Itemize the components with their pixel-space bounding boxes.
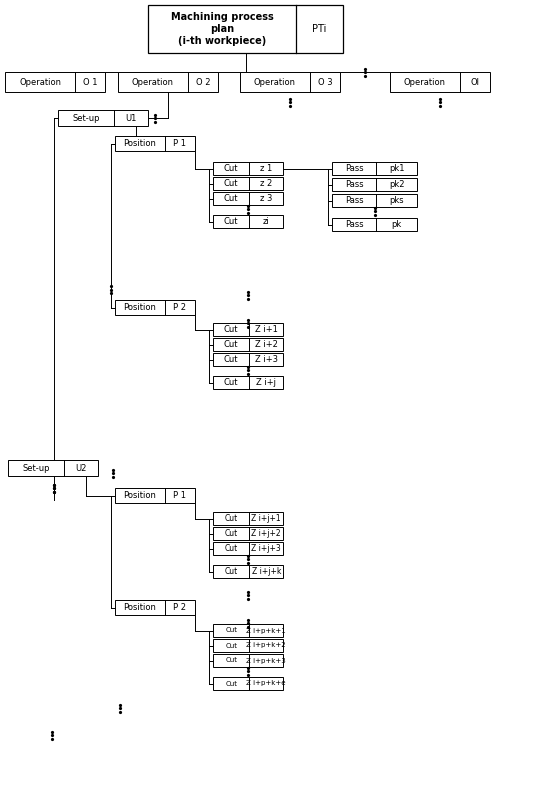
- Text: Position: Position: [123, 139, 156, 148]
- Text: z 2: z 2: [260, 179, 272, 188]
- Bar: [213, 527, 283, 540]
- Text: Z i+2: Z i+2: [255, 340, 278, 349]
- Text: P 1: P 1: [173, 139, 186, 148]
- Text: P 2: P 2: [173, 303, 186, 312]
- Text: Position: Position: [123, 303, 156, 312]
- Text: Z i+p+k+1: Z i+p+k+1: [246, 628, 286, 633]
- Text: Z i+j: Z i+j: [256, 378, 276, 387]
- Text: Cut: Cut: [224, 217, 239, 226]
- Bar: [8, 460, 98, 476]
- Bar: [213, 639, 283, 652]
- Bar: [115, 488, 195, 503]
- Bar: [213, 654, 283, 667]
- Bar: [332, 218, 417, 231]
- Bar: [213, 677, 283, 690]
- Bar: [213, 215, 283, 228]
- Text: Cut: Cut: [225, 680, 237, 687]
- Text: Pass: Pass: [345, 220, 364, 229]
- Text: z 3: z 3: [260, 194, 272, 203]
- Text: O 3: O 3: [318, 78, 332, 87]
- Text: P 2: P 2: [173, 603, 186, 612]
- Text: Operation: Operation: [254, 78, 296, 87]
- Text: Cut: Cut: [225, 529, 238, 538]
- Bar: [213, 192, 283, 205]
- Text: Operation: Operation: [404, 78, 446, 87]
- Bar: [332, 162, 417, 175]
- Bar: [58, 110, 148, 126]
- Bar: [213, 512, 283, 525]
- Text: P 1: P 1: [173, 491, 186, 500]
- Text: Cut: Cut: [225, 567, 238, 576]
- Text: Cut: Cut: [225, 628, 237, 633]
- Bar: [213, 565, 283, 578]
- Text: Operation: Operation: [132, 78, 174, 87]
- Bar: [213, 542, 283, 555]
- Text: PTi: PTi: [312, 24, 327, 34]
- Text: Cut: Cut: [225, 658, 237, 663]
- Text: Pass: Pass: [345, 180, 364, 189]
- Text: Cut: Cut: [224, 340, 239, 349]
- Text: Cut: Cut: [224, 355, 239, 364]
- Bar: [148, 5, 343, 53]
- Text: Z i+p+k+2: Z i+p+k+2: [246, 642, 286, 649]
- Text: Ol: Ol: [471, 78, 479, 87]
- Text: Set-up: Set-up: [22, 464, 50, 472]
- Text: Pass: Pass: [345, 196, 364, 205]
- Text: pks: pks: [390, 196, 404, 205]
- Bar: [332, 194, 417, 207]
- Text: O 2: O 2: [196, 78, 210, 87]
- Text: Position: Position: [123, 491, 156, 500]
- Text: Cut: Cut: [224, 378, 239, 387]
- Text: Z i+j+1: Z i+j+1: [252, 514, 281, 523]
- Text: pk: pk: [392, 220, 402, 229]
- Text: Z i+1: Z i+1: [255, 325, 278, 334]
- Bar: [213, 177, 283, 190]
- Text: zi: zi: [263, 217, 269, 226]
- Bar: [390, 72, 490, 92]
- Bar: [213, 353, 283, 366]
- Text: Z i+j+k: Z i+j+k: [252, 567, 281, 576]
- Bar: [213, 162, 283, 175]
- Text: Cut: Cut: [225, 514, 238, 523]
- Text: Z i+p+k+3: Z i+p+k+3: [246, 658, 286, 663]
- Text: Cut: Cut: [224, 325, 239, 334]
- Text: Z i+p+k+e: Z i+p+k+e: [247, 680, 286, 687]
- Text: Z i+3: Z i+3: [255, 355, 278, 364]
- Bar: [213, 338, 283, 351]
- Bar: [115, 300, 195, 315]
- Text: Position: Position: [123, 603, 156, 612]
- Text: pk1: pk1: [389, 164, 404, 173]
- Text: pk2: pk2: [389, 180, 404, 189]
- Bar: [240, 72, 340, 92]
- Bar: [118, 72, 218, 92]
- Text: z 1: z 1: [260, 164, 272, 173]
- Bar: [5, 72, 105, 92]
- Bar: [115, 600, 195, 615]
- Text: Operation: Operation: [19, 78, 61, 87]
- Text: Cut: Cut: [225, 544, 238, 553]
- Text: Cut: Cut: [224, 164, 239, 173]
- Text: Z i+j+3: Z i+j+3: [252, 544, 281, 553]
- Text: U2: U2: [75, 464, 87, 472]
- Text: Set-up: Set-up: [72, 113, 100, 122]
- Text: Pass: Pass: [345, 164, 364, 173]
- Text: Cut: Cut: [224, 194, 239, 203]
- Bar: [115, 136, 195, 151]
- Bar: [213, 376, 283, 389]
- Bar: [332, 178, 417, 191]
- Text: U1: U1: [125, 113, 136, 122]
- Text: Cut: Cut: [224, 179, 239, 188]
- Text: Machining process
plan
(i-th workpiece): Machining process plan (i-th workpiece): [170, 12, 273, 45]
- Text: O 1: O 1: [83, 78, 97, 87]
- Text: Cut: Cut: [225, 642, 237, 649]
- Bar: [213, 624, 283, 637]
- Text: Z i+j+2: Z i+j+2: [252, 529, 281, 538]
- Bar: [213, 323, 283, 336]
